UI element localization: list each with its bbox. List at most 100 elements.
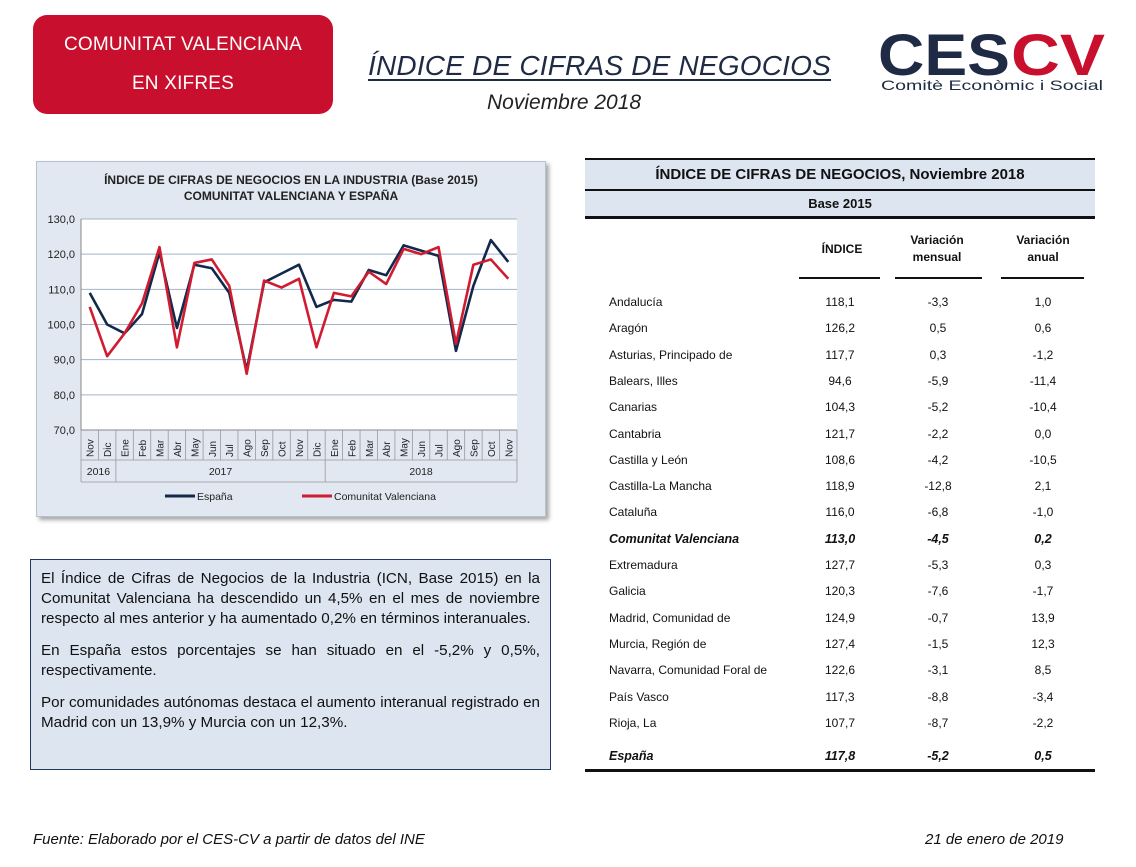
x-tick-label: Ene (121, 439, 132, 457)
indice-value: 127,4 (824, 636, 856, 651)
x-tick-label: Feb (138, 439, 149, 457)
y-tick-label: 90,0 (54, 355, 75, 367)
col-underline-anual (1001, 277, 1084, 279)
series-line-comunitat-valenciana (88, 245, 510, 376)
indice-value: 117,3 (825, 689, 855, 704)
region-name: España (609, 749, 654, 763)
x-tick-label: Nov (504, 439, 515, 457)
x-tick-label: Sep (469, 439, 480, 457)
region-name: Cantabria (609, 426, 662, 441)
indice-value: 117,8 (824, 749, 856, 763)
col-underline-mensual (895, 277, 982, 279)
table-row: Extremadura 127,7 -5,3 0,3 (585, 555, 1095, 575)
indice-value: 124,9 (824, 610, 856, 625)
mensual-value: -0,7 (927, 610, 949, 625)
mensual-value: -5,2 (927, 749, 949, 763)
anual-value: 0,5 (1034, 749, 1052, 763)
mensual-value: -4,2 (927, 452, 949, 467)
mensual-value: -2,2 (927, 426, 949, 441)
badge-line-2: EN XIFRES (131, 73, 235, 95)
legend-label: Comunitat Valenciana (334, 491, 436, 503)
x-tick-label: Ago (243, 439, 254, 457)
indice-value: 120,3 (824, 584, 856, 599)
region-badge: COMUNITAT VALENCIANA EN XIFRES (33, 15, 333, 114)
year-label: 2017 (209, 466, 233, 478)
logo-cv: CV (1011, 25, 1105, 88)
region-name: Asturias, Principado de (609, 347, 733, 362)
table-row: Rioja, La 107,7 -8,7 -2,2 (585, 713, 1095, 733)
summary-paragraph-1: El Índice de Cifras de Negocios de la In… (41, 570, 540, 627)
region-name: Madrid, Comunidad de (609, 610, 731, 625)
mensual-value: -5,2 (927, 400, 949, 415)
y-tick-label: 100,0 (47, 320, 75, 332)
x-tick-label: May (190, 438, 201, 457)
region-name: Comunitat Valenciana (609, 531, 740, 546)
mensual-value: -8,8 (927, 689, 949, 704)
col-underline-indice (799, 277, 880, 279)
col-header-indice-label: ÍNDICE (821, 242, 863, 256)
table-row: Andalucía 118,1 -3,3 1,0 (585, 292, 1095, 312)
region-name: Rioja, La (609, 715, 657, 730)
mensual-value: -3,3 (927, 295, 949, 309)
anual-value: -1,7 (1032, 584, 1054, 599)
y-tick-label: 130,0 (47, 214, 75, 226)
indice-value: 118,1 (825, 295, 855, 309)
x-tick-label: Dic (312, 443, 323, 457)
anual-value: -10,5 (1029, 452, 1057, 467)
summary-paragraph-2: En España estos porcentajes se han situa… (41, 642, 540, 679)
x-tick-label: Oct (487, 441, 498, 457)
region-name: Navarra, Comunidad Foral de (609, 663, 768, 678)
region-name: Castilla y León (609, 452, 688, 467)
y-tick-label: 120,0 (47, 249, 75, 261)
year-label: 2018 (409, 466, 433, 478)
table-row: España 117,8 -5,2 0,5 (585, 746, 1095, 766)
mensual-value: 0,3 (929, 347, 947, 362)
anual-value: 2,1 (1034, 479, 1052, 494)
page-title: ÍNDICE DE CIFRAS DE NEGOCIOS (368, 50, 831, 81)
anual-value: -3,4 (1032, 689, 1054, 704)
col-header-mensual-line1: Variación (910, 233, 964, 247)
mensual-value: -6,8 (927, 505, 949, 520)
x-tick-label: Ago (452, 439, 463, 457)
col-header-anual-line2: anual (1027, 250, 1059, 264)
table-row: Asturias, Principado de 117,7 0,3 -1,2 (585, 345, 1095, 365)
x-tick-label: May (400, 438, 411, 457)
page-subtitle: Noviembre 2018 (487, 91, 642, 114)
chart-panel: ÍNDICE DE CIFRAS DE NEGOCIOS EN LA INDUS… (36, 161, 546, 517)
mensual-value: 0,5 (929, 321, 947, 336)
anual-value: 1,0 (1034, 295, 1052, 309)
x-tick-label: Mar (365, 439, 376, 457)
badge-line-1: COMUNITAT VALENCIANA (63, 33, 302, 55)
table-row: Castilla y León 108,6 -4,2 -10,5 (585, 450, 1095, 470)
x-tick-label: Oct (278, 441, 289, 457)
anual-value: 0,2 (1034, 531, 1052, 546)
col-header-mensual-line2: mensual (912, 250, 962, 264)
x-tick-label: Sep (260, 439, 271, 457)
chart-title: ÍNDICE DE CIFRAS DE NEGOCIOS EN LA INDUS… (104, 173, 478, 187)
table-row: Aragón 126,2 0,5 0,6 (585, 318, 1095, 338)
col-header-indice: ÍNDICE (797, 241, 887, 258)
indice-value: 107,7 (824, 715, 856, 730)
table-row: Castilla-La Mancha 118,9 -12,8 2,1 (585, 476, 1095, 496)
region-name: Galicia (609, 584, 646, 599)
region-name: Extremadura (609, 558, 678, 572)
table-row: Murcia, Región de 127,4 -1,5 12,3 (585, 634, 1095, 654)
table-row: Navarra, Comunidad Foral de 122,6 -3,1 8,5 (585, 660, 1095, 680)
region-name: Aragón (609, 321, 648, 336)
region-name: Andalucía (609, 295, 663, 309)
region-name: País Vasco (609, 689, 669, 704)
region-name: Castilla-La Mancha (609, 479, 712, 494)
x-tick-label: Ene (330, 439, 341, 457)
anual-value: 0,3 (1034, 558, 1052, 572)
mensual-value: -5,3 (927, 558, 949, 572)
y-tick-label: 110,0 (48, 284, 75, 296)
logo-ces: CES (878, 25, 1010, 88)
x-tick-label: Nov (86, 439, 97, 457)
region-name: Balears, Illes (609, 373, 678, 388)
indice-value: 118,9 (825, 479, 855, 494)
table-row: Galicia 120,3 -7,6 -1,7 (585, 581, 1095, 601)
line-chart: 70,0 80,0 90,0 100,0 110,0 120,0 130,0 Nov Dic En… (47, 214, 518, 503)
table-title: ÍNDICE DE CIFRAS DE NEGOCIOS, Noviembre … (585, 158, 1095, 191)
logo-tagline: Comitè Econòmic i Social (881, 77, 1103, 93)
anual-value: -1,2 (1032, 347, 1054, 362)
